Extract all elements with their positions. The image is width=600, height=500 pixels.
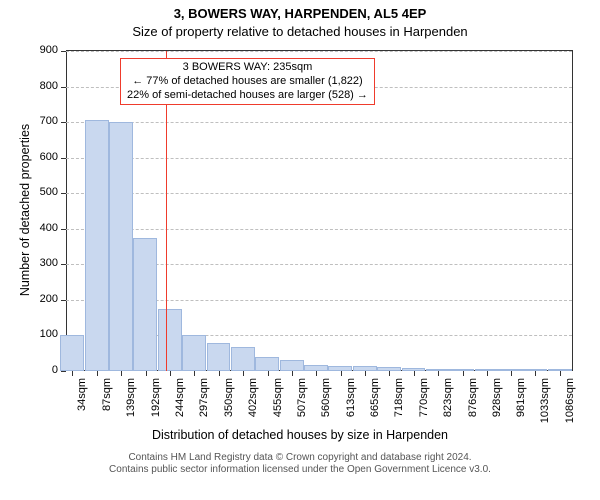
histogram-bar — [158, 309, 182, 371]
chart-container: { "title_line1": "3, BOWERS WAY, HARPEND… — [0, 0, 600, 500]
ytick-mark — [61, 158, 66, 159]
xtick-label: 350sqm — [223, 378, 235, 430]
footer-line-2: Contains public sector information licen… — [0, 464, 600, 476]
xtick-label: 876sqm — [467, 378, 479, 430]
xtick-mark — [170, 371, 171, 376]
ytick-mark — [61, 264, 66, 265]
ytick-label: 300 — [26, 257, 58, 269]
ytick-mark — [61, 122, 66, 123]
xtick-mark — [487, 371, 488, 376]
histogram-bar — [207, 343, 231, 371]
xtick-label: 1086sqm — [564, 378, 576, 430]
xtick-mark — [511, 371, 512, 376]
xtick-mark — [535, 371, 536, 376]
ytick-mark — [61, 87, 66, 88]
xtick-label: 297sqm — [198, 378, 210, 430]
chart-subtitle: Size of property relative to detached ho… — [0, 24, 600, 39]
xtick-label: 192sqm — [150, 378, 162, 430]
xtick-mark — [316, 371, 317, 376]
chart-title-address: 3, BOWERS WAY, HARPENDEN, AL5 4EP — [0, 6, 600, 21]
xtick-mark — [97, 371, 98, 376]
xtick-label: 613sqm — [345, 378, 357, 430]
xtick-mark — [194, 371, 195, 376]
ytick-mark — [61, 371, 66, 372]
xtick-mark — [121, 371, 122, 376]
xtick-mark — [463, 371, 464, 376]
ytick-label: 400 — [26, 222, 58, 234]
xtick-mark — [438, 371, 439, 376]
xtick-mark — [560, 371, 561, 376]
xtick-mark — [292, 371, 293, 376]
histogram-bar — [231, 347, 255, 371]
histogram-bar — [60, 335, 84, 371]
xtick-mark — [389, 371, 390, 376]
xtick-mark — [268, 371, 269, 376]
xtick-label: 823sqm — [442, 378, 454, 430]
y-axis-label: Number of detached properties — [18, 120, 32, 300]
x-axis-label: Distribution of detached houses by size … — [0, 428, 600, 442]
ytick-label: 600 — [26, 151, 58, 163]
ytick-mark — [61, 300, 66, 301]
histogram-bar — [133, 238, 157, 371]
ytick-label: 100 — [26, 328, 58, 340]
xtick-mark — [146, 371, 147, 376]
ytick-label: 200 — [26, 293, 58, 305]
xtick-label: 560sqm — [320, 378, 332, 430]
ytick-mark — [61, 229, 66, 230]
xtick-label: 1033sqm — [539, 378, 551, 430]
xtick-mark — [72, 371, 73, 376]
ytick-label: 0 — [26, 364, 58, 376]
ytick-mark — [61, 193, 66, 194]
histogram-bar — [85, 120, 109, 371]
ytick-label: 800 — [26, 80, 58, 92]
gridline — [66, 51, 572, 53]
histogram-bar — [255, 357, 279, 371]
xtick-label: 507sqm — [296, 378, 308, 430]
footer-line-1: Contains HM Land Registry data © Crown c… — [0, 452, 600, 464]
ytick-label: 700 — [26, 115, 58, 127]
xtick-mark — [341, 371, 342, 376]
xtick-label: 770sqm — [418, 378, 430, 430]
histogram-bar — [280, 360, 304, 371]
xtick-label: 981sqm — [515, 378, 527, 430]
annotation-line-3: 22% of semi-detached houses are larger (… — [127, 89, 368, 103]
ytick-label: 900 — [26, 44, 58, 56]
xtick-label: 718sqm — [393, 378, 405, 430]
xtick-label: 139sqm — [125, 378, 137, 430]
xtick-mark — [414, 371, 415, 376]
histogram-bar — [109, 122, 133, 371]
annotation-line-1: 3 BOWERS WAY: 235sqm — [127, 61, 368, 75]
xtick-label: 455sqm — [272, 378, 284, 430]
gridline — [66, 122, 572, 124]
xtick-label: 402sqm — [247, 378, 259, 430]
chart-footer: Contains HM Land Registry data © Crown c… — [0, 452, 600, 476]
xtick-label: 665sqm — [369, 378, 381, 430]
xtick-mark — [219, 371, 220, 376]
xtick-mark — [243, 371, 244, 376]
histogram-bar — [182, 335, 206, 371]
xtick-label: 244sqm — [174, 378, 186, 430]
y-axis-line — [66, 51, 67, 371]
annotation-line-2: ← 77% of detached houses are smaller (1,… — [127, 75, 368, 89]
ytick-mark — [61, 51, 66, 52]
gridline — [66, 158, 572, 160]
xtick-label: 34sqm — [76, 378, 88, 430]
gridline — [66, 229, 572, 231]
xtick-label: 87sqm — [101, 378, 113, 430]
annotation-box: 3 BOWERS WAY: 235sqm ← 77% of detached h… — [120, 58, 375, 105]
ytick-label: 500 — [26, 186, 58, 198]
xtick-label: 928sqm — [491, 378, 503, 430]
gridline — [66, 193, 572, 195]
xtick-mark — [365, 371, 366, 376]
